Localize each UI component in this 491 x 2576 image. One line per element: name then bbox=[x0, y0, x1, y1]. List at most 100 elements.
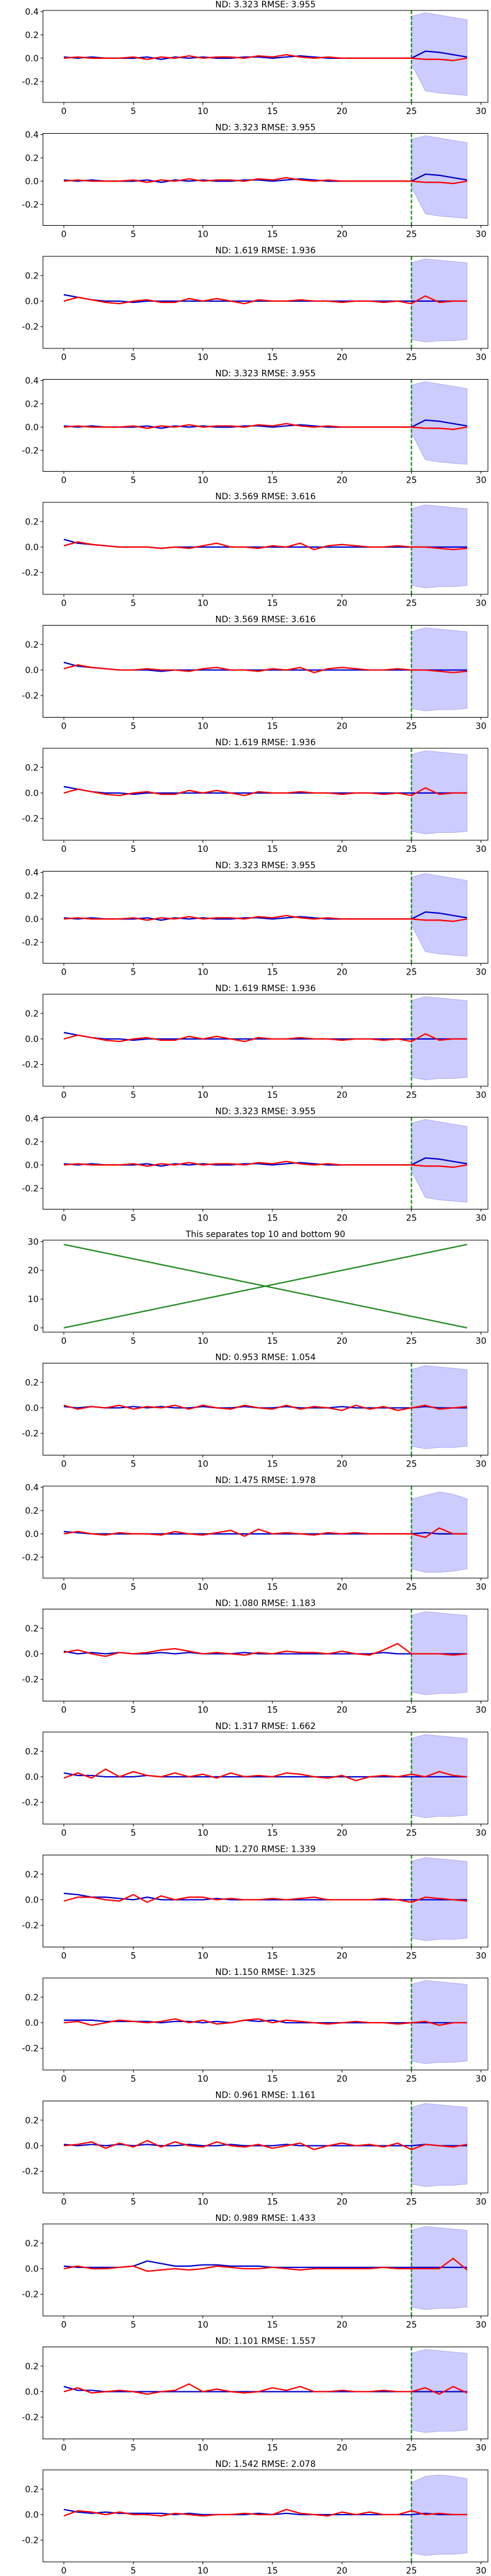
x-tick-label: 25 bbox=[406, 1336, 417, 1346]
x-tick-label: 10 bbox=[198, 1091, 209, 1100]
subplot-18: ND: 0.961 RMSE: 1.161 0 5 10 15 20 25 30 -0.2 0.0… bbox=[22, 2091, 489, 2207]
axes-frame bbox=[42, 1363, 489, 1455]
axes-frame bbox=[42, 1117, 489, 1209]
y-tick-label: -0.2 bbox=[22, 569, 39, 578]
y-tick-label: -0.2 bbox=[22, 1921, 39, 1931]
y-tick-label: -0.2 bbox=[22, 2536, 39, 2546]
x-tick-label: 20 bbox=[336, 845, 347, 854]
x-tick-label: 25 bbox=[406, 1091, 417, 1100]
x-tick-label: 0 bbox=[61, 1706, 67, 1715]
x-tick-label: 10 bbox=[198, 599, 209, 608]
series-actual-line bbox=[63, 295, 468, 305]
x-tick-label: 0 bbox=[61, 2444, 67, 2453]
x-tick-label: 15 bbox=[267, 599, 278, 608]
y-tick-label: -0.2 bbox=[22, 446, 39, 456]
x-tick-label: 20 bbox=[336, 722, 347, 732]
y-tick-label: 0.0 bbox=[25, 2141, 39, 2151]
y-tick-label: 0.2 bbox=[25, 2239, 39, 2248]
axes-frame bbox=[42, 133, 489, 226]
y-tick-label: -0.2 bbox=[22, 1060, 39, 1070]
x-tick-label: 25 bbox=[406, 1214, 417, 1224]
y-tick-label: 0.2 bbox=[25, 1506, 39, 1516]
subplot-title: ND: 1.619 RMSE: 1.936 bbox=[215, 246, 316, 256]
subplot-13: ND: 1.475 RMSE: 1.978 0 5 10 15 20 25 30 -0.2 0.0… bbox=[22, 1476, 489, 1592]
x-tick-label: 5 bbox=[131, 845, 136, 854]
x-tick-label: 5 bbox=[131, 353, 136, 362]
series-actual-line bbox=[63, 177, 468, 185]
x-tick-label: 20 bbox=[336, 1706, 347, 1715]
series-actual-line bbox=[63, 1643, 468, 1657]
subplot-title: ND: 3.323 RMSE: 3.955 bbox=[215, 369, 316, 379]
subplot-title: ND: 0.953 RMSE: 1.054 bbox=[215, 1353, 316, 1363]
x-tick-label: 15 bbox=[267, 1952, 278, 1961]
subplot-12: ND: 0.953 RMSE: 1.054 0 5 10 15 20 25 30 -0.2 0.0… bbox=[22, 1353, 489, 1470]
series-actual-line bbox=[63, 423, 468, 431]
x-tick-label: 25 bbox=[406, 1952, 417, 1961]
y-tick-label: 0.4 bbox=[25, 7, 39, 17]
x-tick-label: 15 bbox=[267, 1091, 278, 1100]
x-tick-label: 0 bbox=[61, 107, 67, 117]
x-tick-label: 15 bbox=[267, 2074, 278, 2084]
forecast-band bbox=[411, 12, 468, 96]
x-tick-label: 30 bbox=[476, 2320, 487, 2330]
x-tick-label: 20 bbox=[336, 599, 347, 608]
subplot-2: ND: 3.323 RMSE: 3.955 0 5 10 15 20 25 30 -0.2 0.0… bbox=[22, 123, 489, 240]
forecast-band bbox=[411, 1491, 468, 1573]
x-tick-label: 15 bbox=[267, 1706, 278, 1715]
x-tick-label: 25 bbox=[406, 476, 417, 486]
x-tick-label: 20 bbox=[336, 2320, 347, 2330]
x-tick-label: 0 bbox=[61, 1336, 67, 1346]
x-tick-label: 15 bbox=[267, 1828, 278, 1838]
x-tick-label: 10 bbox=[198, 353, 209, 362]
y-tick-label: -0.2 bbox=[22, 2044, 39, 2054]
x-tick-label: 5 bbox=[131, 1828, 136, 1838]
x-tick-label: 25 bbox=[406, 845, 417, 854]
x-tick-label: 0 bbox=[61, 722, 67, 732]
x-tick-label: 30 bbox=[476, 1828, 487, 1838]
x-tick-label: 30 bbox=[476, 845, 487, 854]
y-tick-label: 0.4 bbox=[25, 1483, 39, 1493]
subplot-title: ND: 1.270 RMSE: 1.339 bbox=[215, 1845, 316, 1855]
x-tick-label: 30 bbox=[476, 2444, 487, 2453]
x-tick-label: 20 bbox=[336, 2198, 347, 2207]
x-tick-label: 0 bbox=[61, 1952, 67, 1961]
axes-frame bbox=[42, 994, 489, 1087]
forecast-band bbox=[411, 873, 468, 957]
axes-frame bbox=[42, 1855, 489, 1947]
x-tick-label: 10 bbox=[198, 2444, 209, 2453]
axes-frame bbox=[42, 625, 489, 718]
x-tick-label: 10 bbox=[198, 2566, 209, 2576]
axes-frame bbox=[42, 10, 489, 103]
subplot-title: ND: 3.323 RMSE: 3.955 bbox=[215, 123, 316, 133]
x-tick-label: 10 bbox=[198, 1214, 209, 1224]
x-tick-label: 5 bbox=[131, 2444, 136, 2453]
series-actual-line bbox=[63, 1527, 468, 1538]
subplot-20: ND: 1.101 RMSE: 1.557 0 5 10 15 20 25 30 -0.2 0.0… bbox=[22, 2337, 489, 2453]
x-tick-label: 15 bbox=[267, 1460, 278, 1470]
x-tick-label: 10 bbox=[198, 2198, 209, 2207]
subplot-title: ND: 3.569 RMSE: 3.616 bbox=[215, 615, 316, 625]
axes-frame bbox=[42, 1977, 489, 2071]
y-tick-label: 0.2 bbox=[25, 2362, 39, 2372]
y-tick-label: 0.2 bbox=[25, 1624, 39, 1634]
subplot-title: ND: 1.619 RMSE: 1.936 bbox=[215, 738, 316, 748]
x-tick-label: 10 bbox=[198, 845, 209, 854]
subplot-title: ND: 0.961 RMSE: 1.161 bbox=[215, 2091, 316, 2101]
x-tick-label: 5 bbox=[131, 599, 136, 608]
x-tick-label: 25 bbox=[406, 599, 417, 608]
x-tick-label: 20 bbox=[336, 1952, 347, 1961]
x-tick-label: 0 bbox=[61, 1214, 67, 1224]
x-tick-label: 15 bbox=[267, 1336, 278, 1346]
x-tick-label: 5 bbox=[131, 1214, 136, 1224]
x-tick-label: 0 bbox=[61, 1091, 67, 1100]
x-tick-label: 20 bbox=[336, 1091, 347, 1100]
x-tick-label: 5 bbox=[131, 968, 136, 978]
x-tick-label: 20 bbox=[336, 2074, 347, 2084]
subplot-21: ND: 1.542 RMSE: 2.078 0 5 10 15 20 25 30 -0.2 0.0… bbox=[22, 2459, 489, 2576]
axes-frame bbox=[42, 1609, 489, 1701]
y-tick-label: 0.2 bbox=[25, 399, 39, 409]
x-tick-label: 30 bbox=[476, 1952, 487, 1961]
y-tick-label: 0.0 bbox=[25, 665, 39, 675]
x-tick-label: 30 bbox=[476, 476, 487, 486]
